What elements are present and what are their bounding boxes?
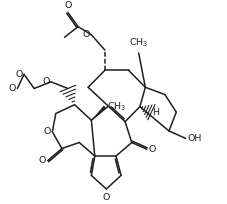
Text: O: O xyxy=(43,127,50,136)
Text: CH$_3$: CH$_3$ xyxy=(106,100,126,113)
Text: O: O xyxy=(148,145,155,154)
Text: H: H xyxy=(152,108,159,117)
Text: O: O xyxy=(64,1,71,10)
Text: O: O xyxy=(9,84,16,93)
Text: CH$_3$: CH$_3$ xyxy=(128,37,148,49)
Text: O: O xyxy=(15,70,23,79)
Text: O: O xyxy=(42,77,49,86)
Text: O: O xyxy=(102,193,109,202)
Text: O: O xyxy=(39,156,46,165)
Polygon shape xyxy=(91,106,106,120)
Text: O: O xyxy=(82,30,90,39)
Text: OH: OH xyxy=(187,134,201,143)
